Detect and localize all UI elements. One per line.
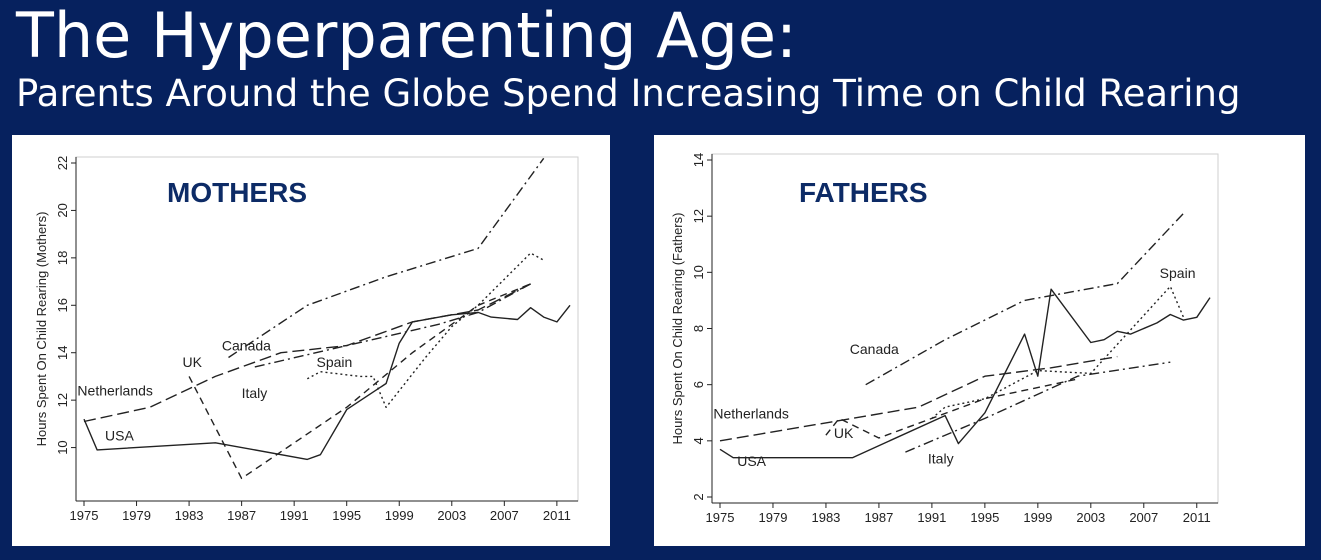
fathers-label-netherlands: Netherlands: [713, 405, 789, 421]
fathers-y-tick-label: 10: [691, 265, 706, 279]
mothers-plot-frame: [75, 156, 579, 502]
mothers-x-tick-label: 1979: [122, 508, 151, 523]
mothers-chart: 1975 1979 1983 1987 1991 1995 1999 2003 2007 2011…: [34, 156, 579, 523]
mothers-label-italy: Italy: [242, 385, 268, 401]
fathers-label-italy: Italy: [928, 450, 954, 466]
fathers-x-tick-label: 2003: [1076, 510, 1105, 525]
fathers-series-netherlands: [719, 355, 1118, 442]
mothers-x-tick-label: 2011: [543, 508, 571, 523]
fathers-y-tick-label: 14: [691, 153, 706, 167]
fathers-x-tick-label: 1983: [811, 510, 840, 525]
fathers-x-tick-label: 2007: [1129, 510, 1158, 525]
mothers-label-spain: Spain: [316, 354, 352, 370]
fathers-chart: 1975 1979 1983 1987 1991 1995 1999 2003 2007 2011…: [670, 153, 1219, 525]
mothers-y-tick-label: 12: [55, 393, 70, 407]
fathers-chart-panel: 1975 1979 1983 1987 1991 1995 1999 2003 2007 2011…: [654, 135, 1305, 546]
fathers-y-tick-label: 12: [691, 209, 706, 223]
mothers-y-tick-label: 20: [55, 203, 70, 217]
fathers-x-tick-label: 1987: [864, 510, 893, 525]
fathers-y-tick-label: 4: [691, 437, 706, 444]
mothers-series-netherlands: [83, 283, 531, 423]
fathers-x-tick-label: 1999: [1023, 510, 1052, 525]
fathers-label-spain: Spain: [1160, 265, 1196, 281]
mothers-x-tick-label: 1975: [70, 508, 99, 523]
mothers-y-tick-label: 16: [55, 298, 70, 312]
mothers-series-italy: [254, 283, 531, 368]
mothers-series-canada: [228, 157, 545, 359]
page-subtitle: Parents Around the Globe Spend Increasin…: [16, 72, 1241, 115]
mothers-y-tick-label: 18: [55, 251, 70, 265]
mothers-x-tick-label: 1995: [332, 508, 361, 523]
fathers-series-canada: [865, 212, 1185, 386]
mothers-x-tick-label: 1983: [175, 508, 204, 523]
mothers-chart-panel: 1975 1979 1983 1987 1991 1995 1999 2003 2007 2011…: [12, 135, 610, 546]
mothers-label-uk: UK: [183, 354, 203, 370]
fathers-x-tick-label: 1979: [759, 510, 788, 525]
mothers-label-usa: USA: [105, 427, 134, 443]
fathers-series-spain: [931, 285, 1185, 419]
mothers-y-tick-label: 14: [55, 345, 70, 359]
fathers-label-canada: Canada: [850, 341, 899, 357]
fathers-label-uk: UK: [834, 425, 854, 441]
mothers-x-tick-label: 2003: [437, 508, 466, 523]
fathers-y-tick-label: 2: [691, 493, 706, 500]
fathers-y-tick-label: 8: [691, 325, 706, 332]
mothers-series-spain: [306, 252, 545, 408]
fathers-x-tick-label: 2011: [1183, 510, 1211, 525]
fathers-x-tick-label: 1995: [970, 510, 999, 525]
mothers-x-tick-label: 1999: [385, 508, 414, 523]
mothers-label-netherlands: Netherlands: [77, 382, 153, 398]
mothers-y-tick-label: 22: [55, 156, 70, 170]
fathers-label-usa: USA: [737, 453, 766, 469]
mothers-x-tick-label: 1987: [227, 508, 256, 523]
page-title: The Hyperparenting Age:: [16, 0, 797, 72]
fathers-chart-title: FATHERS: [799, 177, 928, 208]
fathers-series-usa: [719, 288, 1211, 459]
mothers-x-tick-label: 2007: [490, 508, 519, 523]
fathers-x-tick-label: 1975: [706, 510, 735, 525]
mothers-y-axis-label: Hours Spent On Child Rearing (Mothers): [34, 212, 49, 447]
mothers-y-tick-label: 10: [55, 440, 70, 454]
fathers-y-tick-label: 6: [691, 381, 706, 388]
mothers-series-usa: [83, 304, 571, 461]
mothers-x-tick-label: 1991: [280, 508, 309, 523]
fathers-x-tick-label: 1991: [917, 510, 946, 525]
fathers-y-axis-label: Hours Spent On Child Rearing (Fathers): [670, 213, 685, 445]
mothers-chart-title: MOTHERS: [167, 177, 307, 208]
fathers-series-italy: [905, 361, 1171, 453]
mothers-label-canada: Canada: [222, 337, 271, 353]
